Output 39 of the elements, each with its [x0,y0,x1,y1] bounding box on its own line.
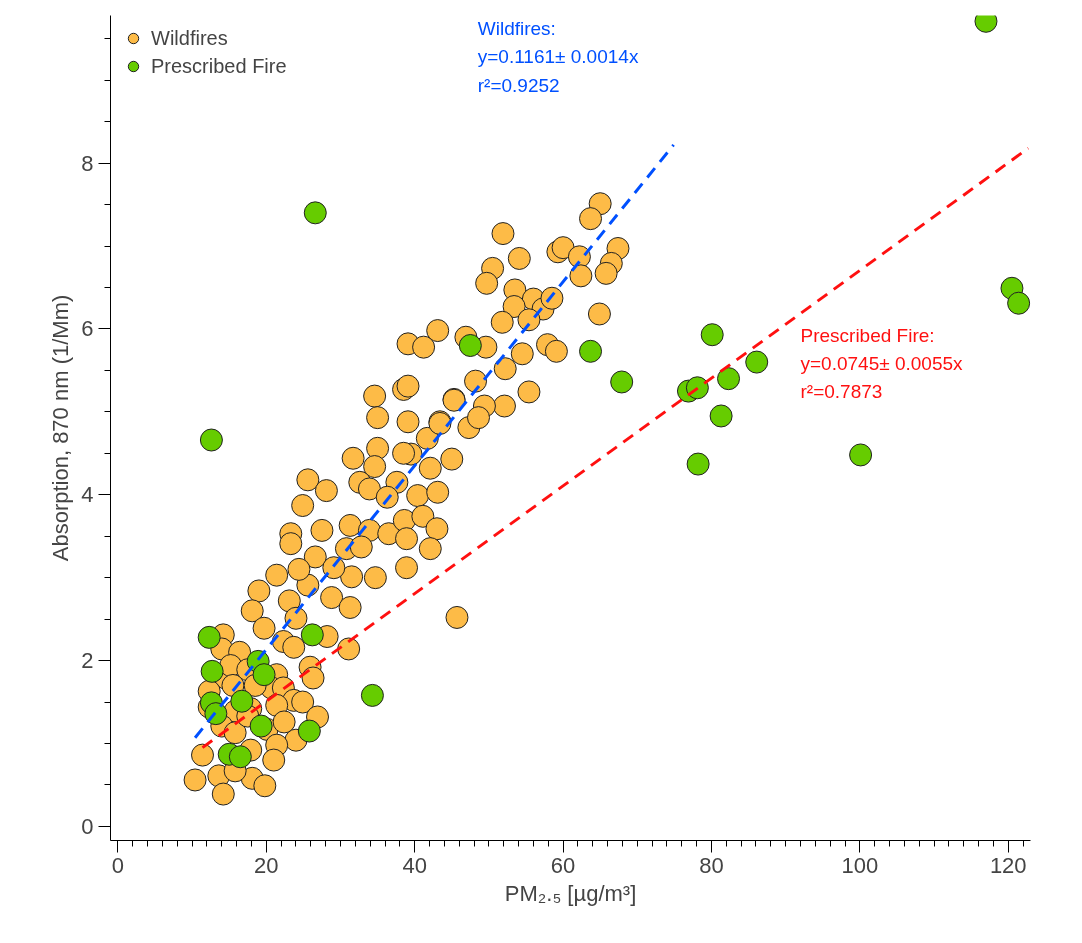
point [610,370,634,394]
x-tick-label: 80 [699,852,724,878]
point [360,683,384,707]
y-tick-label: 8 [81,150,94,176]
point [849,443,873,467]
y-tick-label: 4 [81,482,94,508]
point [199,428,223,452]
x-tick-label: 0 [111,852,125,878]
y-tick-label: 0 [81,813,94,839]
point [197,625,221,649]
legend-label: Wildfires [151,26,228,50]
legend-label: Prescribed Fire [151,54,287,78]
point [717,367,741,391]
x-tick-label: 100 [841,852,879,878]
x-tick-label: 40 [402,852,427,878]
x-axis-title: PM₂.₅ [µg/m³] [504,880,637,906]
point [686,452,710,476]
point [300,623,324,647]
point [1007,291,1031,315]
y-tick-label: 2 [81,648,94,674]
x-tick-label: 60 [550,852,576,878]
point [297,719,321,743]
point [230,689,254,713]
point [579,339,603,363]
point [249,714,273,738]
x-tick-label: 20 [254,852,279,878]
point [700,323,724,347]
x-tick-label: 120 [989,852,1027,878]
annotation: Wildfires: y=0.1161± 0.0014x r²=0.9252 [477,17,639,96]
point [303,201,327,225]
point [458,334,482,357]
y-tick-label: 6 [81,316,94,342]
annotation: Prescribed Fire: y=0.0745± 0.0055x r²=0.7873 [800,324,964,403]
y-axis-title: Absorption, 870 nm (1/Mm) [48,294,74,562]
point [745,350,769,374]
point [228,745,252,769]
point [252,663,276,687]
point [200,659,224,683]
point [709,404,733,428]
